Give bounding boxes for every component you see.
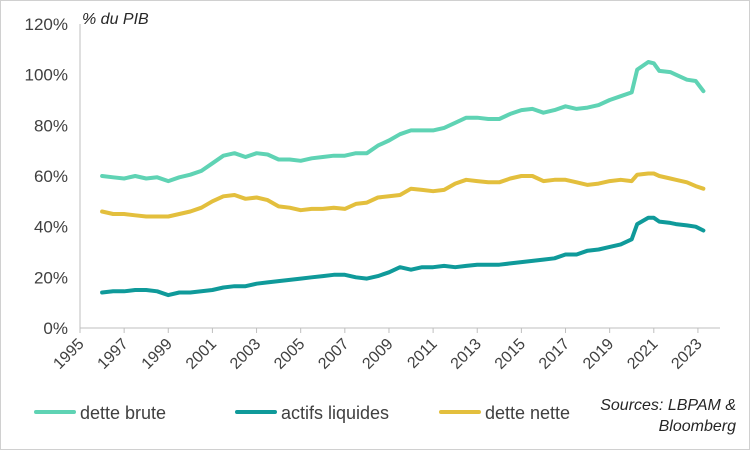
source-note-line1: Sources: LBPAM & [600, 397, 736, 414]
y-tick-label: 60% [34, 167, 68, 186]
y-tick-label: 20% [34, 268, 68, 287]
y-tick-label: 100% [25, 66, 68, 85]
x-tick-label: 2009 [359, 336, 396, 373]
series-line-dette-brute [100, 60, 706, 184]
x-tick-label: 2003 [227, 336, 264, 373]
y-tick-label: 80% [34, 116, 68, 135]
source-note-line2: Bloomberg [659, 418, 736, 435]
x-tick-label: 1995 [50, 336, 87, 373]
x-tick-label: 2019 [580, 336, 617, 373]
x-tick-label: 2015 [492, 336, 529, 373]
legend-label-dette-brute: dette brute [80, 403, 166, 423]
y-tick-label: 40% [34, 218, 68, 237]
x-tick-label: 2001 [183, 336, 220, 373]
x-tick-label: 2021 [624, 336, 661, 373]
chart-axes [79, 24, 720, 329]
x-tick-label: 1999 [139, 336, 176, 373]
series-lines [100, 60, 706, 298]
legend-label-dette-nette: dette nette [485, 403, 570, 423]
y-axis-unit-label: % du PIB [82, 11, 149, 28]
x-axis-ticks: 1995 1997 1999 2001 2003 2005 2007 2009 2011 2013… [50, 328, 706, 373]
y-tick-label: 0% [43, 319, 68, 338]
x-tick-label: 2005 [271, 336, 308, 373]
x-tick-label: 1997 [95, 336, 132, 373]
series-line-dette-nette [100, 171, 706, 219]
x-tick-label: 2011 [404, 336, 440, 372]
legend: dette brute actifs liquides dette nette [34, 403, 570, 423]
series-line-actifs-liquides [100, 215, 706, 298]
x-tick-label: 2017 [536, 336, 573, 373]
x-tick-label: 2007 [315, 336, 352, 373]
x-tick-label: 2023 [668, 336, 705, 373]
y-tick-label: 120% [25, 15, 68, 34]
y-axis-ticks: 0% 20% 40% 60% 80% 100% 120% [25, 15, 68, 338]
x-tick-label: 2013 [448, 336, 485, 373]
legend-label-actifs-liquides: actifs liquides [281, 403, 389, 423]
